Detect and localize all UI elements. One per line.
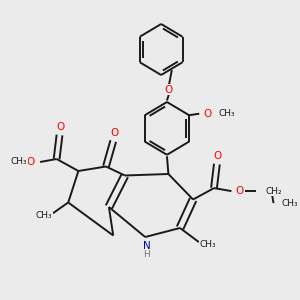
Text: O: O [236,186,244,196]
Text: CH₃: CH₃ [11,158,27,166]
Text: O: O [165,85,173,94]
Text: CH₃: CH₃ [282,199,298,208]
Text: H: H [143,250,150,259]
Text: CH₂: CH₂ [266,187,282,196]
Text: O: O [27,157,35,167]
Text: CH₃: CH₃ [199,240,216,249]
Text: CH₃: CH₃ [36,211,52,220]
Text: N: N [143,241,151,251]
Text: O: O [111,128,119,138]
Text: O: O [56,122,64,132]
Text: O: O [204,109,212,119]
Text: CH₃: CH₃ [218,109,235,118]
Text: O: O [213,151,222,161]
